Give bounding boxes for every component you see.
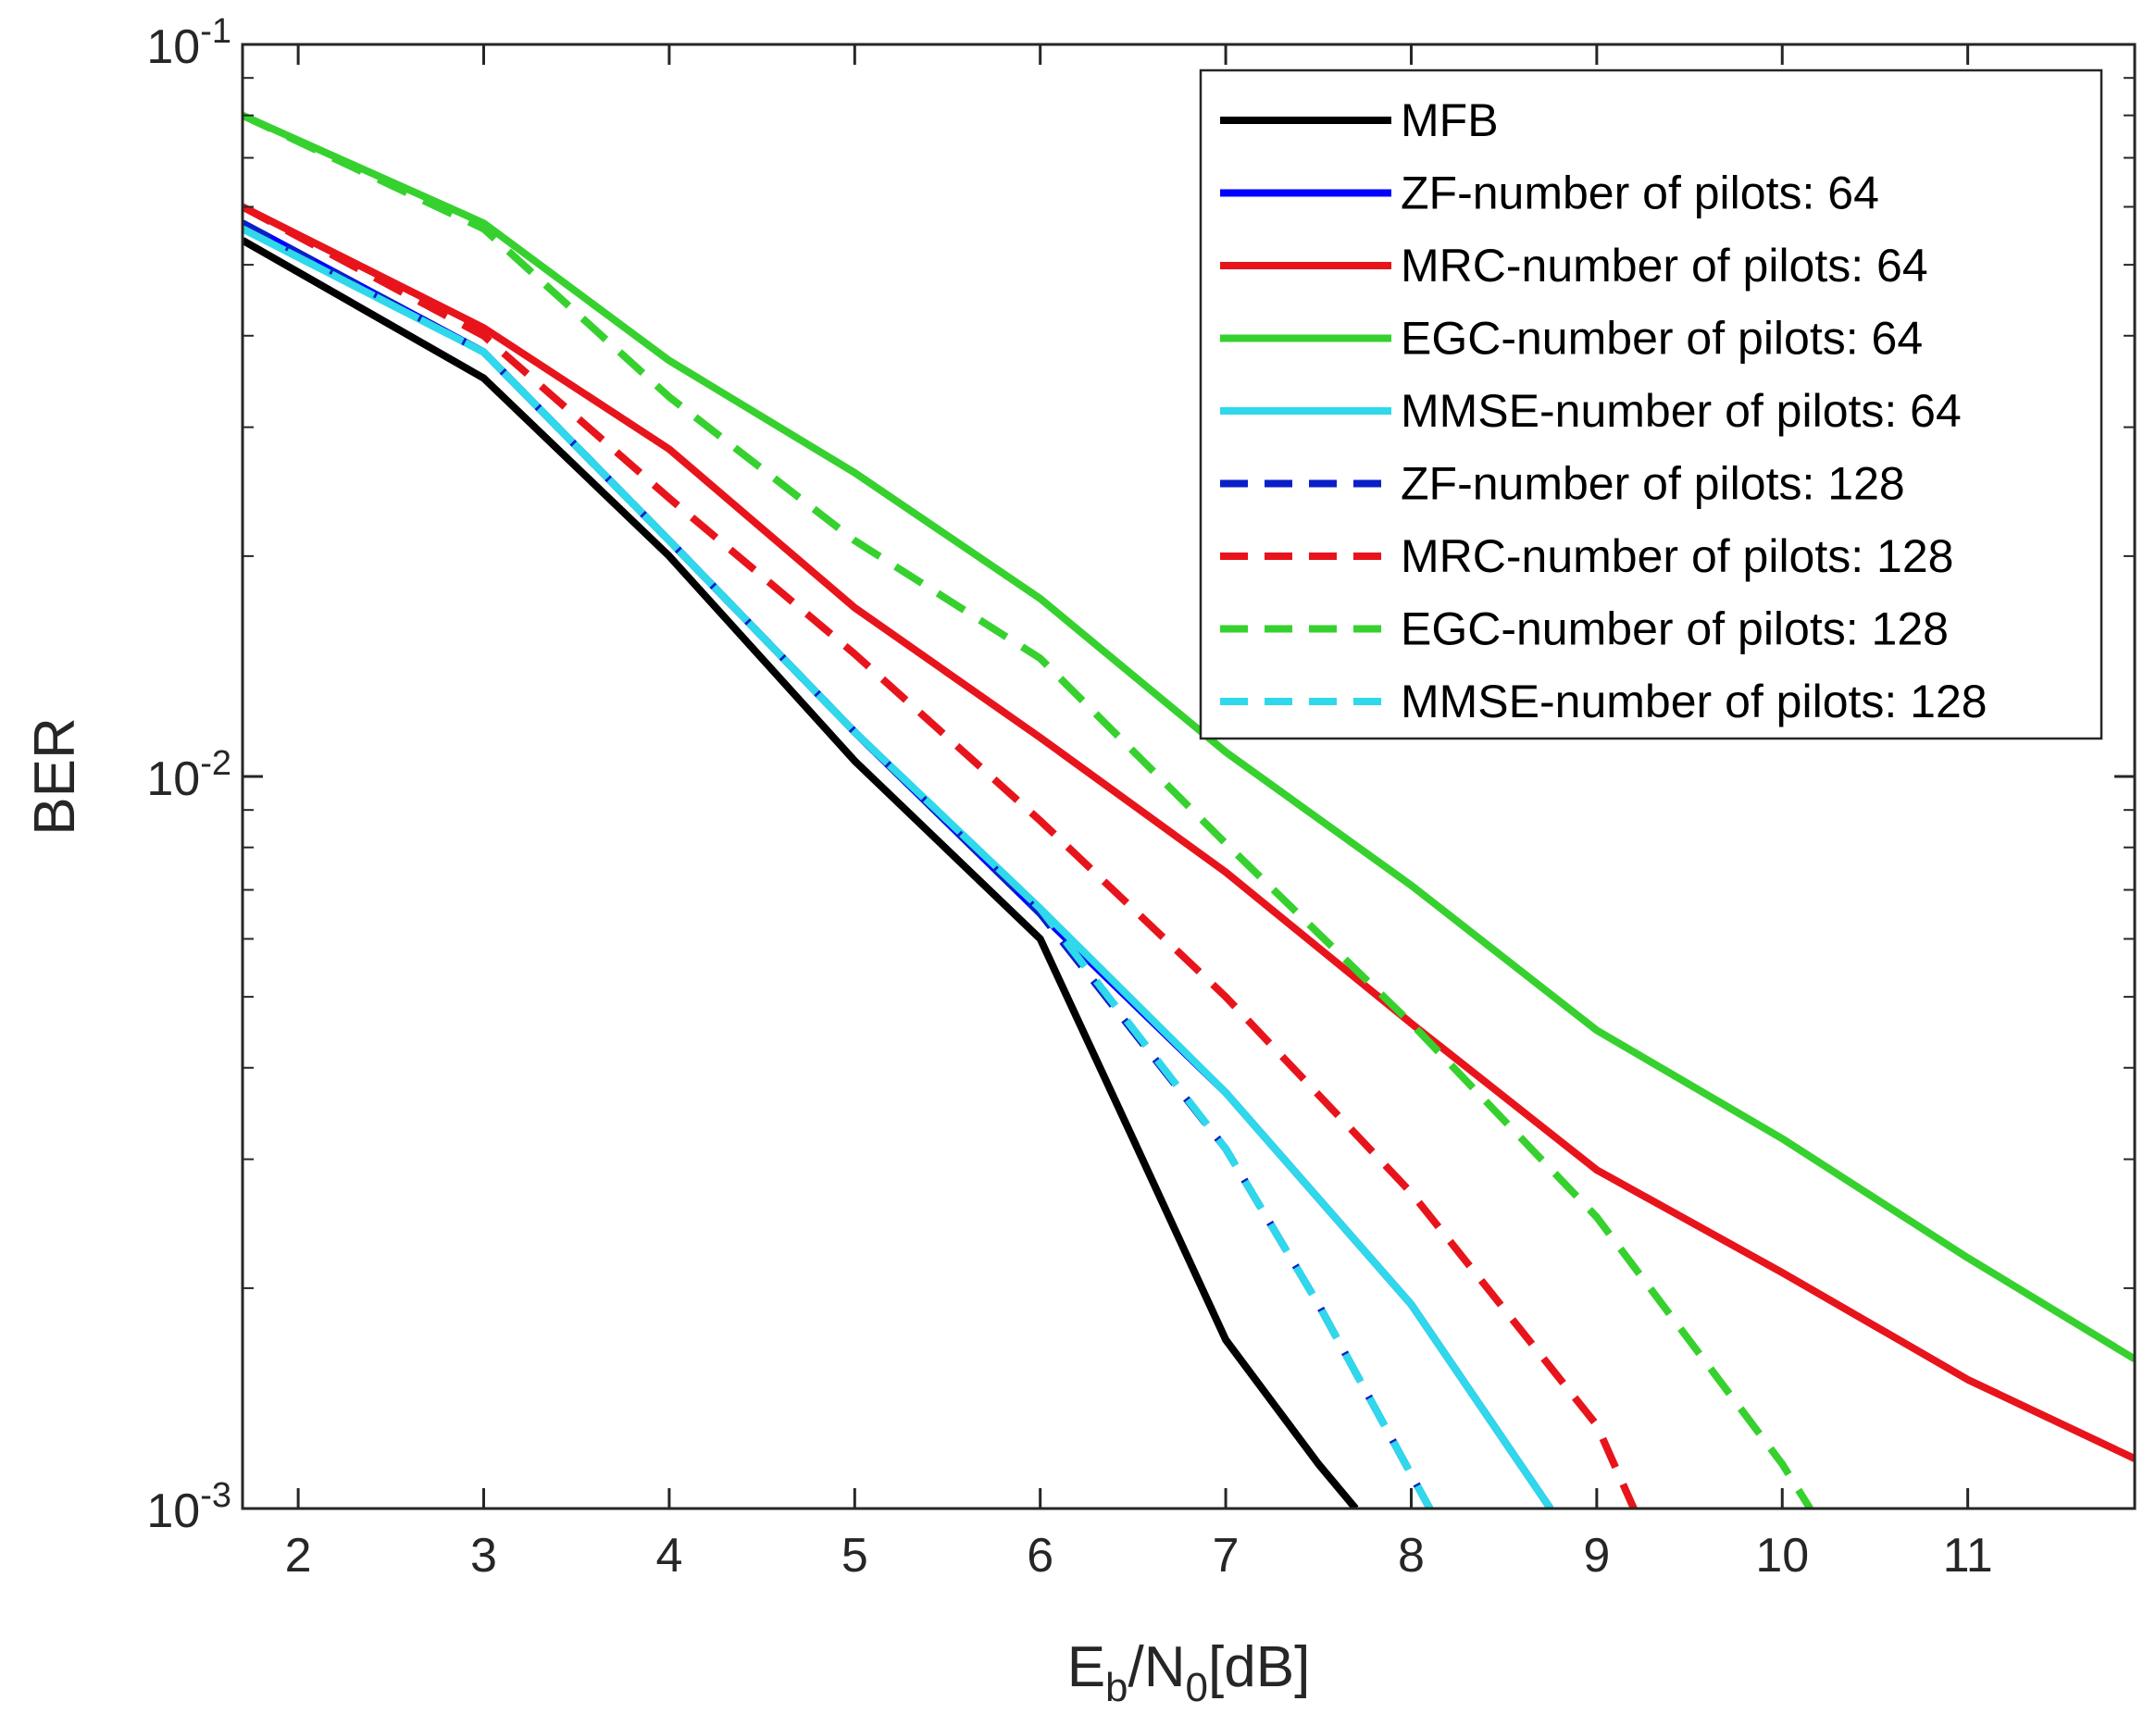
series-line-7 [243, 203, 1638, 1509]
y-tick-label-exponent: -1 [200, 12, 231, 51]
x-tick-label: 4 [655, 1529, 682, 1583]
x-tick-label: 3 [470, 1529, 497, 1583]
y-tick-label: 10-2 [146, 744, 231, 806]
legend-entries: MFB ZF-number of pilots: 64 MRC-number of … [1220, 94, 1988, 727]
y-tick-label-exponent: -2 [200, 744, 231, 783]
series-line-9 [243, 225, 1434, 1509]
x-tick-label: 10 [1755, 1529, 1809, 1583]
y-tick-label-base: 10 [146, 1484, 200, 1538]
legend-label-2: ZF-number of pilots: 64 [1401, 168, 1879, 219]
legend-label-4: EGC-number of pilots: 64 [1401, 313, 1923, 365]
y-tick-label-base: 10 [146, 20, 200, 74]
series-line-8 [243, 112, 1813, 1509]
series-layer [243, 112, 2135, 1509]
y-tick-label-base: 10 [146, 752, 200, 806]
x-axis-title-sub2: 0 [1186, 1665, 1208, 1710]
y-tick-label-exponent: -3 [200, 1476, 231, 1515]
x-axis-title: Eb/N0[dB] [1067, 1635, 1311, 1710]
y-tick-label: 10-1 [146, 12, 231, 74]
x-tick-label: 2 [285, 1529, 312, 1583]
x-axis-title-main: E [1067, 1635, 1105, 1699]
series-line-1 [243, 237, 1359, 1509]
legend: MFB ZF-number of pilots: 64 MRC-number of … [1199, 68, 2103, 740]
x-axis-title-tail: [dB] [1208, 1635, 1310, 1699]
x-tick-label: 8 [1398, 1529, 1425, 1583]
x-axis-title-mid: /N [1128, 1635, 1186, 1699]
x-tick-label: 11 [1943, 1529, 1993, 1583]
x-tick-label: 7 [1213, 1529, 1240, 1583]
legend-label-8: EGC-number of pilots: 128 [1401, 603, 1949, 655]
legend-box [1199, 68, 2103, 740]
x-tick-label: 5 [841, 1529, 868, 1583]
x-axis-title-sub1: b [1105, 1665, 1128, 1710]
y-tick-label: 10-3 [146, 1476, 231, 1538]
legend-label-6: ZF-number of pilots: 128 [1401, 458, 1905, 510]
x-tick-label: 9 [1583, 1529, 1610, 1583]
series-line-3 [243, 203, 2135, 1462]
x-tick-label: 6 [1027, 1529, 1053, 1583]
legend-label-1: MFB [1401, 94, 1499, 146]
legend-label-5: MMSE-number of pilots: 64 [1401, 385, 1962, 437]
legend-label-7: MRC-number of pilots: 128 [1401, 530, 1953, 582]
y-axis-title: BER [23, 717, 87, 835]
legend-label-9: MMSE-number of pilots: 128 [1401, 676, 1988, 727]
legend-label-3: MRC-number of pilots: 64 [1401, 240, 1928, 292]
series-line-4 [243, 112, 2135, 1362]
